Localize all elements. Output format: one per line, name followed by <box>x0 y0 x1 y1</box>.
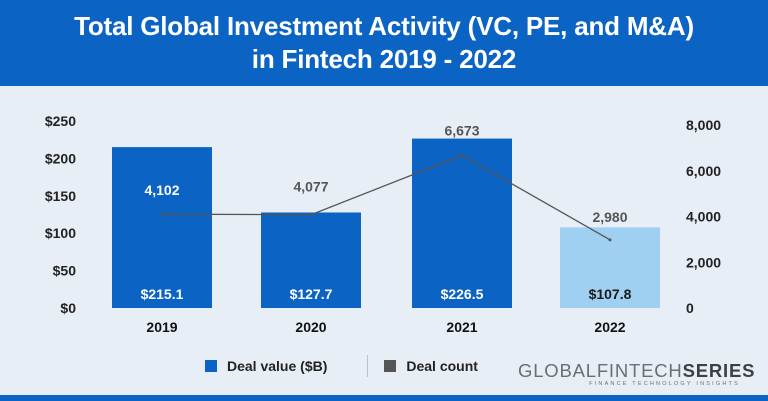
y-left-tick-label: $250 <box>45 113 76 129</box>
brand-logo-text: GLOBALFINTECHSERIES <box>518 360 754 381</box>
bar-deal-value <box>112 147 212 308</box>
bar-value-label: $107.8 <box>589 286 632 302</box>
y-left-tick-label: $150 <box>45 188 76 204</box>
legend-swatch-deal-value <box>205 360 217 372</box>
brand-logo-part1: GLOBALFINTECH <box>518 360 683 381</box>
y-left-tick-label: $0 <box>60 300 76 316</box>
x-category-label: 2021 <box>446 319 477 335</box>
bar-value-label: $226.5 <box>441 286 484 302</box>
combo-chart: $0 $50 $100 $150 $200 $250 0 2,000 4,000 6,000 8,0… <box>45 113 721 335</box>
bar-deal-value <box>412 138 512 308</box>
bar-value-label: $127.7 <box>290 286 333 302</box>
legend-label-deal-count: Deal count <box>406 358 478 374</box>
footer-bar <box>0 395 768 401</box>
x-category-label: 2020 <box>295 319 326 335</box>
chart-title-line-2: in Fintech 2019 - 2022 <box>251 44 517 74</box>
deal-count-label: 2,980 <box>592 209 627 225</box>
chart-title-line-1: Total Global Investment Activity (VC, PE… <box>74 11 694 41</box>
y-left-tick-label: $200 <box>45 150 76 166</box>
legend-label-deal-value: Deal value ($B) <box>227 358 328 374</box>
brand-tagline: FINANCE TECHNOLOGY INSIGHTS <box>589 381 740 387</box>
deal-count-line <box>161 154 611 241</box>
legend-swatch-deal-count <box>384 360 397 372</box>
deal-count-label: 6,673 <box>444 122 479 138</box>
deal-count-point <box>309 213 313 217</box>
chart-legend: Deal value ($B) Deal count <box>205 355 478 377</box>
y-left-tick-label: $50 <box>53 263 77 279</box>
deal-count-label: 4,077 <box>293 179 328 195</box>
y-right-tick-label: 6,000 <box>686 163 721 179</box>
y-right-tick-label: 4,000 <box>686 209 721 225</box>
bar-value-label: $215.1 <box>141 286 184 302</box>
deal-count-point <box>608 238 612 242</box>
deal-count-point <box>460 153 464 157</box>
deal-count-point <box>160 212 164 216</box>
brand-logo: GLOBALFINTECHSERIES FINANCE TECHNOLOGY I… <box>518 360 754 387</box>
y-right-tick-label: 0 <box>686 300 694 316</box>
y-right-tick-label: 8,000 <box>686 117 721 133</box>
deal-count-label: 4,102 <box>144 182 179 198</box>
y-right-tick-label: 2,000 <box>686 254 721 270</box>
x-category-label: 2019 <box>146 319 177 335</box>
legend-divider <box>367 355 369 377</box>
bar-deal-value <box>261 212 361 308</box>
y-left-tick-label: $100 <box>45 225 76 241</box>
x-category-label: 2022 <box>594 319 625 335</box>
brand-logo-part2: SERIES <box>682 360 756 381</box>
chart-title-banner: Total Global Investment Activity (VC, PE… <box>0 0 768 86</box>
